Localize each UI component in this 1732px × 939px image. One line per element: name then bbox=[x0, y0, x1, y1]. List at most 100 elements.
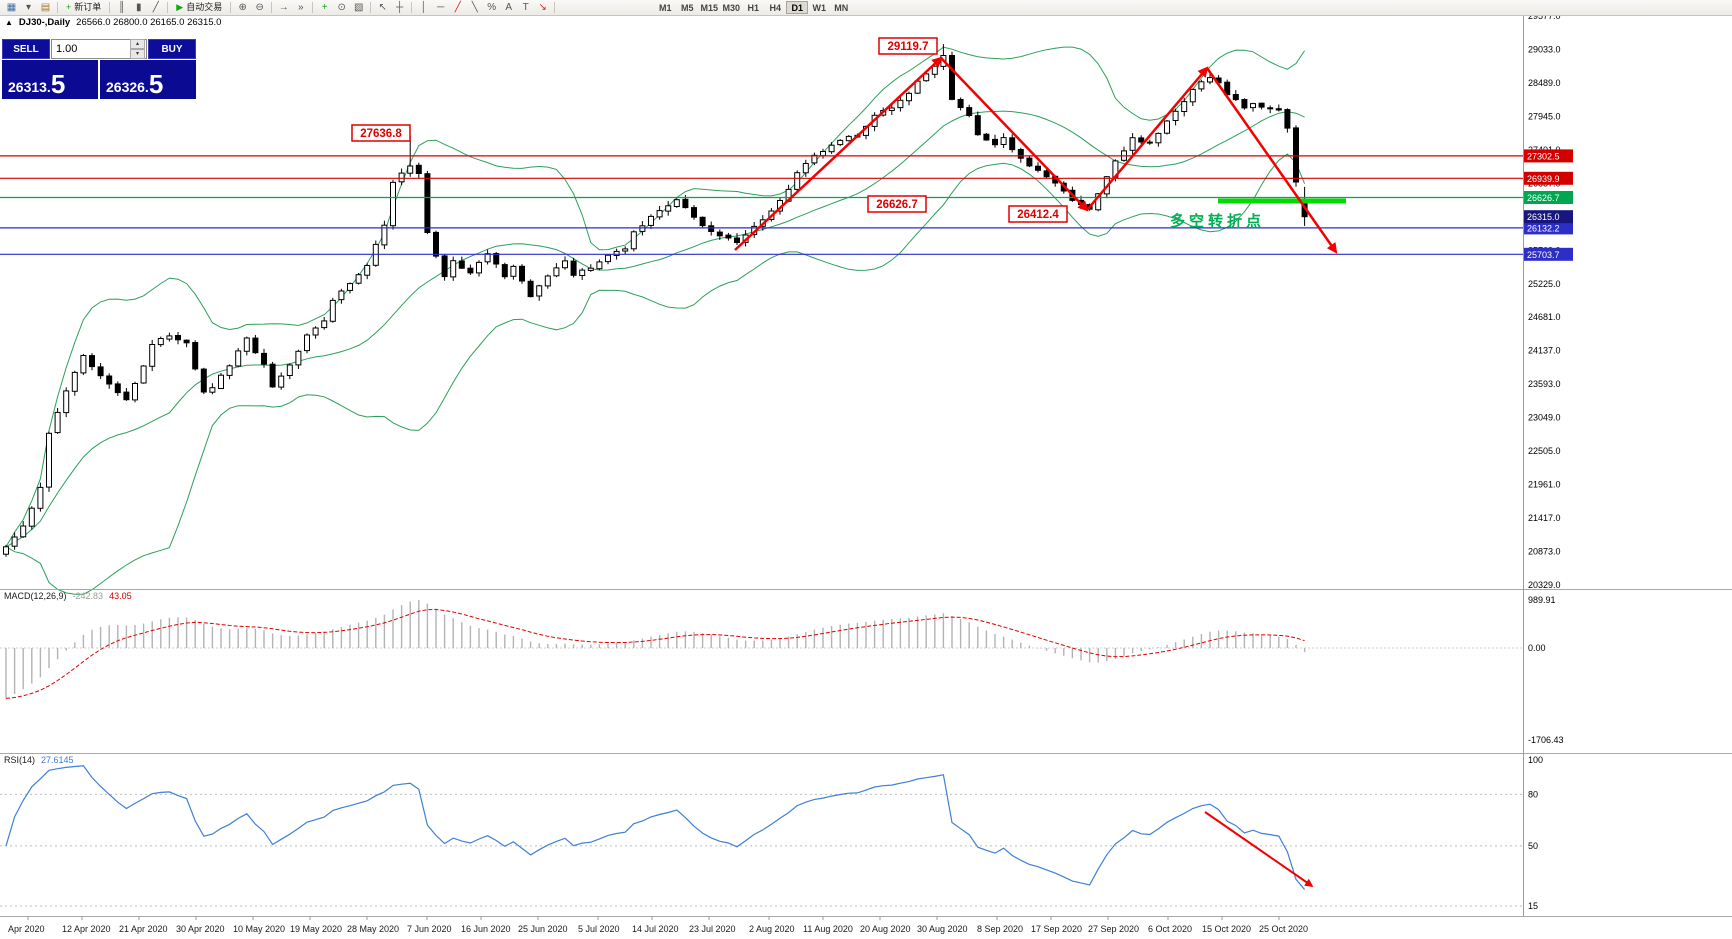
svg-text:28489.0: 28489.0 bbox=[1528, 78, 1561, 88]
text-tool-icon[interactable]: A bbox=[505, 1, 513, 13]
svg-text:12 Apr 2020: 12 Apr 2020 bbox=[62, 924, 111, 934]
buy-price-big-digit: 5 bbox=[148, 68, 164, 99]
vertical-line-icon[interactable]: │ bbox=[420, 1, 427, 13]
price-tag: 26132.2 bbox=[1524, 221, 1573, 235]
sell-price-box[interactable]: 26313. 5 bbox=[2, 60, 98, 99]
svg-text:29033.0: 29033.0 bbox=[1528, 44, 1561, 54]
line-chart-mode-icon[interactable]: ╱ bbox=[152, 1, 159, 13]
trendline-icon[interactable]: ╱ bbox=[454, 1, 461, 13]
auto-scroll-icon[interactable]: » bbox=[297, 1, 304, 13]
timeframe-button-mn[interactable]: MN bbox=[834, 2, 849, 13]
macd-name: MACD(12,26,9) bbox=[4, 591, 67, 601]
rsi-arrow[interactable] bbox=[1204, 811, 1314, 887]
price-annotation[interactable]: 26412.4 bbox=[1008, 205, 1068, 223]
fibonacci-icon[interactable]: % bbox=[487, 1, 497, 13]
timeframe-button-m30[interactable]: M30 bbox=[722, 2, 740, 13]
buy-button[interactable]: BUY bbox=[148, 39, 196, 59]
buy-price-box[interactable]: 26326. 5 bbox=[100, 60, 196, 99]
new-order-icon: + bbox=[66, 2, 72, 12]
svg-text:28 May 2020: 28 May 2020 bbox=[347, 924, 399, 934]
price-tag: 27302.5 bbox=[1524, 149, 1573, 163]
sell-price-main: 26313. bbox=[8, 79, 51, 96]
panel-separators[interactable] bbox=[0, 15, 1732, 917]
svg-text:30 Aug 2020: 30 Aug 2020 bbox=[917, 924, 968, 934]
turning-point-note[interactable]: 多空转折点 bbox=[1170, 212, 1265, 230]
svg-text:24681.0: 24681.0 bbox=[1528, 312, 1561, 322]
chart-list-dropdown-icon[interactable]: ▾ bbox=[25, 1, 32, 13]
svg-text:30 Apr 2020: 30 Apr 2020 bbox=[176, 924, 225, 934]
timeframe-button-w1[interactable]: W1 bbox=[812, 2, 826, 13]
price-axis[interactable]: 29577.029033.028489.027945.027401.026857… bbox=[1524, 11, 1573, 590]
svg-text:22505.0: 22505.0 bbox=[1528, 446, 1561, 456]
timeframe-button-d1[interactable]: D1 bbox=[786, 1, 809, 14]
trend-arrows[interactable] bbox=[734, 56, 1338, 254]
autotrading-icon: ▶ bbox=[176, 2, 184, 12]
candlestick-series bbox=[3, 44, 1308, 557]
timeframe-button-m5[interactable]: M5 bbox=[680, 2, 694, 13]
svg-text:6 Oct 2020: 6 Oct 2020 bbox=[1148, 924, 1192, 934]
rsi-value: 27.6145 bbox=[41, 755, 74, 765]
bollinger-bands bbox=[5, 46, 1306, 595]
svg-text:Apr 2020: Apr 2020 bbox=[8, 924, 45, 934]
svg-text:21961.0: 21961.0 bbox=[1528, 480, 1561, 490]
timeframe-button-h1[interactable]: H1 bbox=[747, 2, 759, 13]
templates-icon[interactable]: ▧ bbox=[353, 1, 364, 13]
indicators-icon[interactable]: + bbox=[321, 1, 328, 13]
toolbar-separator bbox=[230, 2, 232, 13]
trade-panel-toggle-icon[interactable]: ▲ bbox=[5, 18, 13, 27]
volume-spinner: ▴ ▾ bbox=[130, 39, 145, 59]
periods-icon[interactable]: ⊙ bbox=[337, 1, 346, 13]
sell-price-big-digit: 5 bbox=[50, 68, 66, 99]
trade-prices-row: 26313. 5 26326. 5 bbox=[2, 60, 196, 99]
bar-chart-mode-icon[interactable]: ║ bbox=[118, 1, 126, 13]
timeframe-button-m15[interactable]: M15 bbox=[700, 2, 718, 13]
timeframe-button-h4[interactable]: H4 bbox=[769, 2, 781, 13]
channel-icon[interactable]: ╲ bbox=[471, 1, 478, 13]
svg-text:29577.0: 29577.0 bbox=[1528, 11, 1561, 21]
ohlc-values: 26566.0 26800.0 26165.0 26315.0 bbox=[76, 17, 222, 28]
svg-text:23 Jul 2020: 23 Jul 2020 bbox=[689, 924, 736, 934]
svg-text:5 Jul 2020: 5 Jul 2020 bbox=[578, 924, 620, 934]
arrow-tool-icon[interactable]: ↘ bbox=[538, 1, 547, 13]
toolbar-separator bbox=[411, 2, 413, 13]
svg-text:23049.0: 23049.0 bbox=[1528, 413, 1561, 423]
svg-text:29119.7: 29119.7 bbox=[888, 41, 929, 53]
svg-text:27 Sep 2020: 27 Sep 2020 bbox=[1088, 924, 1139, 934]
macd-label: MACD(12,26,9) -242.83 43.05 bbox=[4, 591, 132, 601]
svg-text:100: 100 bbox=[1528, 755, 1543, 765]
price-tag: 26315.0 bbox=[1524, 210, 1573, 224]
label-tool-icon[interactable]: T bbox=[522, 1, 529, 13]
svg-text:8 Sep 2020: 8 Sep 2020 bbox=[977, 924, 1023, 934]
volume-decrease-icon[interactable]: ▾ bbox=[130, 49, 145, 59]
cursor-icon[interactable]: ↖ bbox=[378, 1, 387, 13]
profiles-icon[interactable]: ▤ bbox=[40, 1, 51, 13]
chart-window-icon[interactable]: ▦ bbox=[6, 1, 17, 13]
zoom-in-icon[interactable]: ⊕ bbox=[238, 1, 247, 13]
timeframe-button-m1[interactable]: M1 bbox=[658, 2, 672, 13]
candle-chart-mode-icon[interactable]: ▮ bbox=[136, 1, 142, 13]
main-toolbar: ▦ ▾ ▤ + 新订单 ║ ▮ ╱ ▶ 自动交易 ⊕ ⊖ → » + ⊙ ▧ ↖ ┼ │ ─ ╱ ╲% A T ↘ M1 M5 M15 M… bbox=[0, 0, 1732, 16]
macd-value: -242.83 bbox=[72, 591, 104, 601]
price-annotation[interactable]: 26626.7 bbox=[867, 195, 927, 213]
price-annotation[interactable]: 27636.8 bbox=[351, 124, 411, 142]
chart-shift-icon[interactable]: → bbox=[278, 1, 289, 13]
zoom-out-icon[interactable]: ⊖ bbox=[255, 1, 264, 13]
autotrading-button[interactable]: ▶ 自动交易 bbox=[171, 1, 227, 14]
volume-input[interactable] bbox=[52, 42, 124, 56]
price-annotation[interactable]: 29119.7 bbox=[878, 37, 938, 55]
new-order-button[interactable]: + 新订单 bbox=[61, 1, 106, 14]
time-axis[interactable]: Apr 2020 12 Apr 2020 21 Apr 2020 30 Apr 202… bbox=[8, 917, 1308, 934]
autotrading-button-label: 自动交易 bbox=[186, 2, 223, 12]
toolbar-separator bbox=[167, 2, 169, 13]
sell-button[interactable]: SELL bbox=[2, 39, 50, 59]
rsi-panel: 100 80 50 15 bbox=[0, 755, 1543, 911]
horizontal-line-icon[interactable]: ─ bbox=[437, 1, 445, 13]
volume-increase-icon[interactable]: ▴ bbox=[130, 39, 145, 49]
svg-text:989.91: 989.91 bbox=[1528, 595, 1556, 605]
svg-text:80: 80 bbox=[1528, 789, 1538, 799]
svg-text:50: 50 bbox=[1528, 841, 1538, 851]
crosshair-icon[interactable]: ┼ bbox=[396, 1, 404, 13]
svg-text:20329.0: 20329.0 bbox=[1528, 580, 1561, 590]
